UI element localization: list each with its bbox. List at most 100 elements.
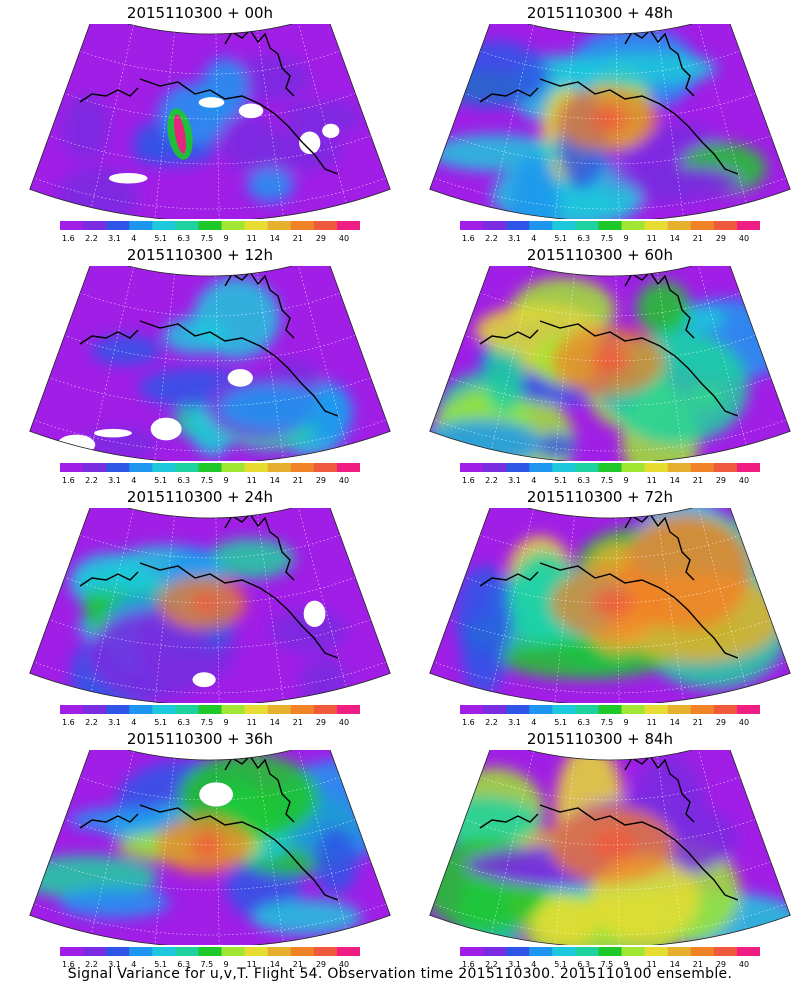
colorbar-tick-label: 4 bbox=[531, 476, 536, 485]
colorbar-tick-label: 7.5 bbox=[200, 234, 213, 243]
colorbar-swatch bbox=[690, 221, 715, 230]
colorbar-swatch bbox=[713, 705, 738, 714]
colorbar-swatch bbox=[129, 705, 153, 714]
map-panel: 2015110300 + 12h 1.6 2.2 3.1 4 5.1 6.3 7.5 9 11 14… bbox=[0, 242, 400, 485]
colorbar-swatch bbox=[244, 221, 269, 230]
colorbar-tick-label: 5.1 bbox=[154, 476, 167, 485]
colorbar-swatch bbox=[483, 221, 507, 230]
colorbar-swatch bbox=[736, 463, 760, 472]
colorbar-tick-label: 7.5 bbox=[600, 234, 613, 243]
figure-caption: Signal Variance for u,v,T. Flight 54. Ob… bbox=[67, 966, 733, 982]
colorbar: 1.6 2.2 3.1 4 5.1 6.3 7.5 9 11 14 21 29 40 bbox=[60, 947, 360, 969]
colorbar-swatch bbox=[667, 947, 692, 956]
colorbar-swatch bbox=[713, 221, 738, 230]
colorbar-tick-label: 5.1 bbox=[554, 960, 567, 969]
colorbar-swatch bbox=[152, 947, 176, 956]
colorbar-swatch bbox=[713, 947, 738, 956]
colorbar: 1.6 2.2 3.1 4 5.1 6.3 7.5 9 11 14 21 29 40 bbox=[60, 221, 360, 243]
colorbar-tick-label: 21 bbox=[693, 476, 703, 485]
colorbar-tick-label: 11 bbox=[647, 234, 657, 243]
colorbar-tick-label: 3.1 bbox=[508, 718, 521, 727]
colorbar-tick-label: 2.2 bbox=[85, 960, 98, 969]
colorbar-tick-label: 5.1 bbox=[554, 234, 567, 243]
colorbar-swatch bbox=[83, 463, 107, 472]
signal-variance-map bbox=[429, 24, 791, 219]
colorbar-tick-label: 21 bbox=[693, 718, 703, 727]
panel-title: 2015110300 + 00h bbox=[126, 4, 274, 22]
colorbar-tick-label: 40 bbox=[339, 718, 349, 727]
colorbar-tick-label: 21 bbox=[293, 234, 303, 243]
colorbar-swatch bbox=[152, 705, 176, 714]
colorbar: 1.6 2.2 3.1 4 5.1 6.3 7.5 9 11 14 21 29 40 bbox=[460, 221, 760, 243]
colorbar-swatch bbox=[460, 463, 484, 472]
colorbar-swatch bbox=[552, 705, 576, 714]
colorbar-tick-label: 5.1 bbox=[154, 234, 167, 243]
colorbar-swatch bbox=[621, 221, 646, 230]
signal-variance-map bbox=[29, 750, 391, 945]
colorbar-swatch bbox=[221, 463, 246, 472]
colorbar-swatch bbox=[598, 705, 623, 714]
colorbar-tick-label: 3.1 bbox=[108, 718, 121, 727]
colorbar-swatch bbox=[198, 221, 223, 230]
colorbar-swatch bbox=[575, 463, 599, 472]
colorbar-swatch bbox=[621, 705, 646, 714]
colorbar-tick-label: 21 bbox=[693, 960, 703, 969]
colorbar-tick-label: 11 bbox=[647, 718, 657, 727]
map-panel-grid: 2015110300 + 00h 1.6 2.2 3.1 4 5.1 6.3 7.5 9 11 14… bbox=[0, 4, 800, 969]
colorbar-swatch bbox=[313, 705, 338, 714]
panel-title: 2015110300 + 84h bbox=[526, 730, 674, 748]
colorbar-swatch bbox=[267, 705, 292, 714]
colorbar-swatch bbox=[83, 705, 107, 714]
colorbar-tick-label: 2.2 bbox=[85, 718, 98, 727]
colorbar-tick-label: 5.1 bbox=[554, 476, 567, 485]
colorbar-swatch bbox=[244, 463, 269, 472]
colorbar-tick-label: 5.1 bbox=[154, 718, 167, 727]
map-panel: 2015110300 + 60h 1.6 2.2 3.1 4 5.1 6.3 7.5 9 11 14… bbox=[400, 242, 800, 485]
colorbar-swatch bbox=[644, 947, 669, 956]
colorbar-tick-label: 1.6 bbox=[62, 476, 75, 485]
colorbar-swatch bbox=[667, 705, 692, 714]
colorbar-tick-label: 3.1 bbox=[508, 476, 521, 485]
colorbar-tick-label: 4 bbox=[131, 960, 136, 969]
colorbar-swatch bbox=[552, 463, 576, 472]
map-panel: 2015110300 + 84h 1.6 2.2 3.1 4 5.1 6.3 7.5 9 11 14… bbox=[400, 726, 800, 969]
colorbar-tick-label: 14 bbox=[270, 960, 280, 969]
colorbar-swatch bbox=[221, 947, 246, 956]
panel-title: 2015110300 + 72h bbox=[526, 488, 674, 506]
colorbar-swatch bbox=[60, 947, 84, 956]
signal-variance-map bbox=[429, 266, 791, 461]
colorbar-swatch bbox=[244, 947, 269, 956]
colorbar-tick-label: 29 bbox=[316, 718, 326, 727]
colorbar-tick-label: 5.1 bbox=[154, 960, 167, 969]
colorbar-swatch bbox=[290, 947, 315, 956]
colorbar: 1.6 2.2 3.1 4 5.1 6.3 7.5 9 11 14 21 29 40 bbox=[460, 947, 760, 969]
colorbar-tick-label: 21 bbox=[293, 960, 303, 969]
colorbar-tick-label: 29 bbox=[316, 234, 326, 243]
colorbar-swatch bbox=[667, 463, 692, 472]
colorbar-tick-label: 9 bbox=[224, 960, 229, 969]
colorbar-swatch bbox=[267, 463, 292, 472]
colorbar-tick-label: 14 bbox=[270, 718, 280, 727]
colorbar-tick-label: 4 bbox=[131, 234, 136, 243]
colorbar-swatch bbox=[713, 463, 738, 472]
colorbar-tick-label: 2.2 bbox=[485, 718, 498, 727]
colorbar-swatch bbox=[60, 221, 84, 230]
colorbar-swatch bbox=[175, 947, 199, 956]
colorbar-tick-label: 2.2 bbox=[485, 234, 498, 243]
colorbar-swatch bbox=[60, 705, 84, 714]
colorbar-swatch bbox=[221, 705, 246, 714]
colorbar-swatch bbox=[552, 947, 576, 956]
colorbar-tick-label: 21 bbox=[293, 718, 303, 727]
colorbar: 1.6 2.2 3.1 4 5.1 6.3 7.5 9 11 14 21 29 40 bbox=[60, 705, 360, 727]
colorbar-swatch bbox=[621, 947, 646, 956]
colorbar-swatch bbox=[60, 463, 84, 472]
colorbar-swatch bbox=[152, 463, 176, 472]
colorbar-tick-label: 29 bbox=[716, 234, 726, 243]
colorbar-tick-label: 1.6 bbox=[462, 718, 475, 727]
colorbar-swatch bbox=[690, 705, 715, 714]
colorbar-tick-label: 6.3 bbox=[177, 234, 190, 243]
colorbar-swatch bbox=[736, 705, 760, 714]
colorbar-tick-label: 4 bbox=[131, 476, 136, 485]
colorbar-swatch bbox=[667, 221, 692, 230]
colorbar-tick-label: 14 bbox=[670, 718, 680, 727]
